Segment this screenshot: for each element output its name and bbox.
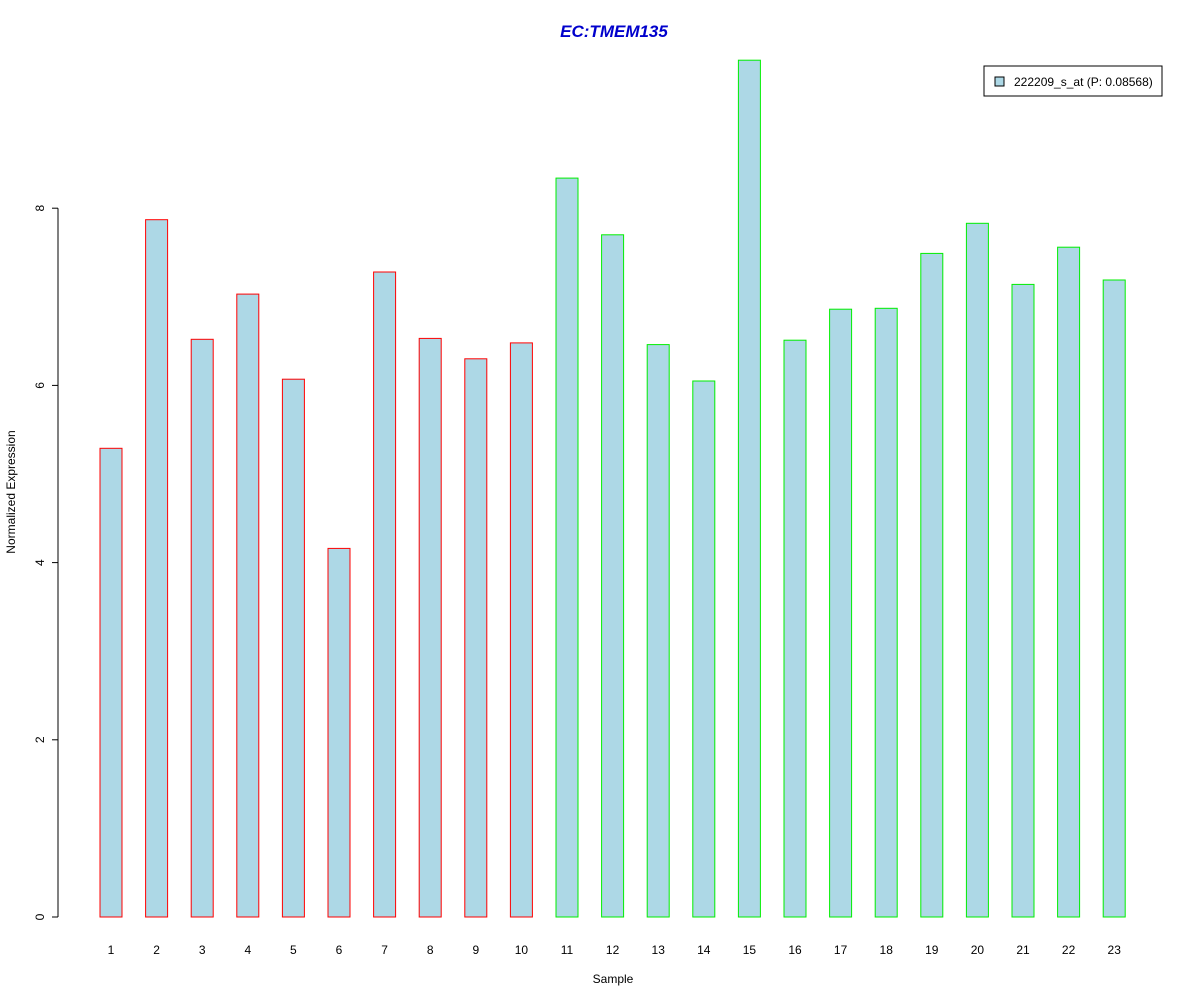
x-tick-label: 17 <box>834 943 848 957</box>
legend-entry: 222209_s_at (P: 0.08568) <box>1014 75 1153 89</box>
bar-sample-22 <box>1057 246 1081 918</box>
bar-sample-3 <box>190 338 214 918</box>
y-tick-label: 2 <box>33 736 47 743</box>
y-tick-label: 4 <box>33 559 47 566</box>
x-tick-label: 13 <box>652 943 666 957</box>
y-tick-label: 0 <box>33 913 47 920</box>
bar-sample-18 <box>874 307 898 918</box>
bar-sample-8 <box>418 337 442 918</box>
legend-swatch <box>994 76 1005 87</box>
y-tick-label: 8 <box>33 205 47 212</box>
legend-box <box>983 65 1163 97</box>
bar-sample-7 <box>373 271 397 918</box>
bar-sample-21 <box>1011 283 1035 918</box>
bar-sample-14 <box>692 380 716 918</box>
x-tick-label: 16 <box>788 943 802 957</box>
bar-sample-19 <box>920 252 944 918</box>
bar-sample-9 <box>464 358 488 918</box>
x-tick-label: 5 <box>290 943 297 957</box>
x-tick-label: 23 <box>1108 943 1122 957</box>
bar-sample-20 <box>965 222 989 918</box>
y-axis: 0 2 4 6 8 <box>33 205 59 920</box>
x-tick-label: 4 <box>244 943 251 957</box>
x-tick-label: 14 <box>697 943 711 957</box>
legend: 222209_s_at (P: 0.08568) <box>983 65 1163 97</box>
bar-sample-1 <box>99 447 123 918</box>
bar-sample-13 <box>646 344 670 918</box>
x-tick-label: 10 <box>515 943 529 957</box>
bar-sample-15 <box>737 59 761 918</box>
bar-sample-2 <box>145 219 169 918</box>
x-tick-labels: 1 2 3 4 5 6 7 8 9 10 11 12 13 14 15 16 17 18 19 20 21 22 23 <box>108 943 1122 957</box>
bar-sample-12 <box>601 234 625 918</box>
x-tick-label: 19 <box>925 943 939 957</box>
x-tick-label: 21 <box>1016 943 1030 957</box>
bars <box>99 59 1126 918</box>
x-tick-label: 2 <box>153 943 160 957</box>
x-tick-label: 22 <box>1062 943 1076 957</box>
x-tick-label: 15 <box>743 943 757 957</box>
bar-sample-5 <box>281 378 305 918</box>
x-tick-label: 7 <box>381 943 388 957</box>
y-tick-label: 6 <box>33 382 47 389</box>
x-tick-label: 20 <box>971 943 985 957</box>
bar-sample-17 <box>829 308 853 918</box>
chart-title: EC:TMEM135 <box>560 22 668 41</box>
y-axis-label: Normalized Expression <box>4 430 18 553</box>
x-tick-label: 9 <box>472 943 479 957</box>
x-tick-label: 12 <box>606 943 620 957</box>
bar-sample-6 <box>327 547 351 918</box>
x-axis-label: Sample <box>593 972 634 986</box>
bar-sample-4 <box>236 293 260 918</box>
bar-sample-10 <box>509 342 533 918</box>
x-tick-label: 18 <box>880 943 894 957</box>
bar-sample-11 <box>555 177 579 918</box>
x-tick-label: 8 <box>427 943 434 957</box>
x-tick-label: 11 <box>561 943 574 957</box>
x-tick-label: 1 <box>108 943 115 957</box>
x-tick-label: 6 <box>336 943 343 957</box>
x-tick-label: 3 <box>199 943 206 957</box>
bar-sample-16 <box>783 339 807 918</box>
bar-sample-23 <box>1102 279 1126 918</box>
